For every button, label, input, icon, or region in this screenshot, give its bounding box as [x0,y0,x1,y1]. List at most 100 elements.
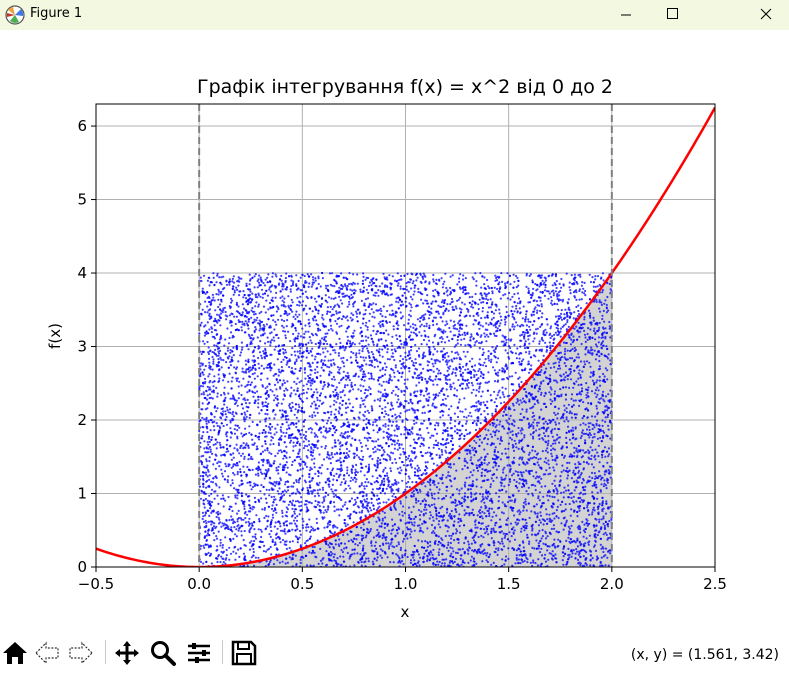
scatter-point [442,305,445,308]
scatter-point [429,454,432,458]
scatter-point [408,328,411,331]
scatter-point [214,490,217,493]
scatter-point [336,557,339,560]
scatter-point [570,508,573,511]
scatter-point [549,421,552,424]
scatter-point [577,309,580,313]
scatter-point [208,478,211,481]
scatter-point [585,302,588,305]
scatter-point [425,508,428,511]
scatter-point [233,428,236,431]
scatter-point [236,437,239,440]
scatter-point [487,533,490,536]
scatter-point [331,456,334,459]
scatter-point [569,343,573,346]
minimize-button[interactable] [603,0,649,30]
scatter-point [372,311,375,314]
scatter-point [211,436,214,439]
scatter-point [230,458,233,461]
scatter-point [225,361,228,364]
scatter-point [595,353,598,356]
scatter-point [581,370,584,373]
scatter-point [306,445,309,448]
scatter-point [453,560,456,564]
scatter-point [233,315,236,318]
scatter-point [420,540,424,543]
scatter-point [397,541,400,544]
scatter-point [536,424,539,427]
scatter-point [472,278,475,281]
scatter-point [266,276,269,279]
scatter-point [358,511,361,514]
scatter-point [333,363,336,366]
scatter-point [311,347,314,350]
scatter-point [485,297,488,300]
scatter-point [330,327,333,330]
scatter-point [330,314,333,317]
scatter-point [551,303,554,306]
scatter-point [586,504,589,507]
scatter-point [470,305,473,308]
scatter-point [479,375,482,378]
scatter-point [199,362,203,365]
scatter-point [393,358,396,362]
scatter-point [364,552,367,555]
scatter-point [531,411,535,414]
scatter-point [480,413,483,416]
maximize-button[interactable] [649,0,695,30]
scatter-point [323,338,326,341]
scatter-point [230,380,233,383]
scatter-point [379,324,382,327]
scatter-point [570,531,573,534]
scatter-point [219,544,222,547]
scatter-point [233,398,236,401]
scatter-point [419,292,422,295]
scatter-point [601,419,604,422]
scatter-point [346,533,349,536]
scatter-point [308,282,311,285]
scatter-point [345,456,348,460]
scatter-point [565,416,568,419]
scatter-point [594,389,598,392]
scatter-point [302,392,305,395]
scatter-point [583,363,587,366]
scatter-point [502,393,505,396]
scatter-point [499,396,502,399]
scatter-point [208,314,211,317]
scatter-point [364,536,367,539]
scatter-point [277,472,280,475]
figure-canvas[interactable]: −0.5 0.0 0.5 1.0 1.5 2.0 2.5 0 1 2 3 4 5 6 Графік інт… [0,30,789,630]
scatter-point [411,427,414,430]
scatter-point [198,429,201,433]
scatter-point [275,537,278,540]
scatter-point [275,310,278,313]
scatter-point [604,455,607,458]
scatter-point [243,293,246,297]
scatter-point [235,412,238,415]
scatter-point [256,336,259,339]
scatter-point [531,279,534,282]
scatter-point [280,434,283,438]
scatter-point [577,553,580,556]
scatter-point [208,386,211,389]
scatter-point [391,352,394,355]
scatter-point [321,562,324,565]
scatter-point [236,288,239,291]
scatter-point [456,488,459,491]
scatter-point [403,433,406,436]
scatter-point [401,371,404,374]
scatter-point [255,319,258,322]
scatter-point [566,461,569,464]
scatter-point [539,514,543,517]
close-button[interactable] [743,0,789,30]
scatter-point [602,429,605,433]
scatter-point [566,302,570,305]
scatter-point [427,305,431,308]
scatter-point [483,528,486,531]
scatter-point [523,388,527,391]
scatter-point [314,368,317,371]
scatter-point [285,511,288,514]
scatter-point [267,425,270,428]
scatter-point [551,512,554,515]
